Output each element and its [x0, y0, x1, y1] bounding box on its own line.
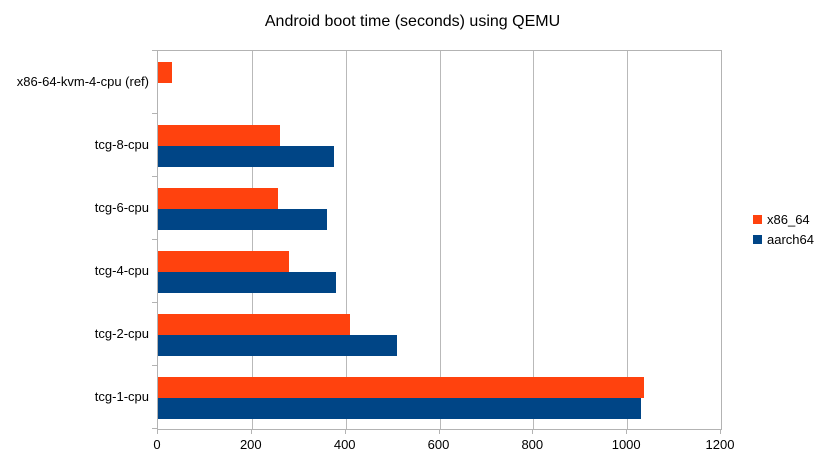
- y-axis-tick: [152, 428, 157, 429]
- bar-x86_64-tcg-1-cpu: [158, 377, 644, 398]
- legend-swatch-x86_64-icon: [753, 215, 762, 224]
- x-axis-tick-400: [344, 429, 346, 434]
- x-axis-label-200: 200: [239, 437, 262, 452]
- y-axis-tick: [152, 365, 157, 366]
- bar-aarch64-tcg-6-cpu: [158, 209, 327, 230]
- bar-x86_64-tcg-2-cpu: [158, 314, 351, 335]
- bar-aarch64-tcg-4-cpu: [158, 272, 337, 293]
- legend-label-x86_64: x86_64: [767, 212, 810, 227]
- x-axis-label-800: 800: [521, 437, 544, 452]
- bar-x86_64-tcg-8-cpu: [158, 125, 280, 146]
- x-axis-tick-1200: [720, 429, 721, 434]
- category-label-tcg-4-cpu: tcg-4-cpu: [94, 263, 149, 278]
- x-axis-label-0: 0: [153, 437, 161, 452]
- category-label-tcg-8-cpu: tcg-8-cpu: [94, 137, 149, 152]
- x-axis-label-1200: 1200: [705, 437, 735, 452]
- x-axis-label-1000: 1000: [611, 437, 641, 452]
- bar-aarch64-tcg-2-cpu: [158, 335, 398, 356]
- legend: x86_64 aarch64: [753, 212, 814, 252]
- x-axis-tick-0: [157, 429, 158, 434]
- gridline-200: [251, 51, 253, 429]
- bar-x86_64-x86-64-kvm-4-cpu-ref-: [158, 62, 173, 83]
- category-label-x86-64-kvm-4-cpu-ref-: x86-64-kvm-4-cpu (ref): [16, 74, 149, 89]
- x-axis-label-600: 600: [427, 437, 450, 452]
- y-axis-tick: [152, 176, 157, 177]
- bar-aarch64-tcg-8-cpu: [158, 146, 334, 167]
- x-axis-label-400: 400: [333, 437, 356, 452]
- category-label-tcg-1-cpu: tcg-1-cpu: [94, 389, 149, 404]
- legend-item-aarch64: aarch64: [753, 232, 814, 247]
- bar-aarch64-tcg-1-cpu: [158, 398, 642, 419]
- gridline-400: [345, 51, 347, 429]
- gridline-600: [439, 51, 441, 429]
- category-label-tcg-6-cpu: tcg-6-cpu: [94, 200, 149, 215]
- gridline-1000: [627, 51, 629, 429]
- gridline-800: [533, 51, 535, 429]
- x-axis-tick-800: [532, 429, 534, 434]
- legend-swatch-aarch64-icon: [753, 235, 762, 244]
- legend-item-x86_64: x86_64: [753, 212, 814, 227]
- bar-x86_64-tcg-4-cpu: [158, 251, 290, 272]
- plot-area: [157, 50, 722, 430]
- x-axis-tick-1000: [626, 429, 628, 434]
- category-label-tcg-2-cpu: tcg-2-cpu: [94, 326, 149, 341]
- chart-title: Android boot time (seconds) using QEMU: [264, 13, 561, 30]
- x-axis-tick-200: [250, 429, 252, 434]
- legend-label-aarch64: aarch64: [767, 232, 814, 247]
- y-axis-tick: [152, 302, 157, 303]
- bar-x86_64-tcg-6-cpu: [158, 188, 278, 209]
- y-axis-tick: [152, 50, 157, 51]
- y-axis-tick: [152, 239, 157, 240]
- y-axis-tick: [152, 113, 157, 114]
- x-axis-tick-600: [438, 429, 440, 434]
